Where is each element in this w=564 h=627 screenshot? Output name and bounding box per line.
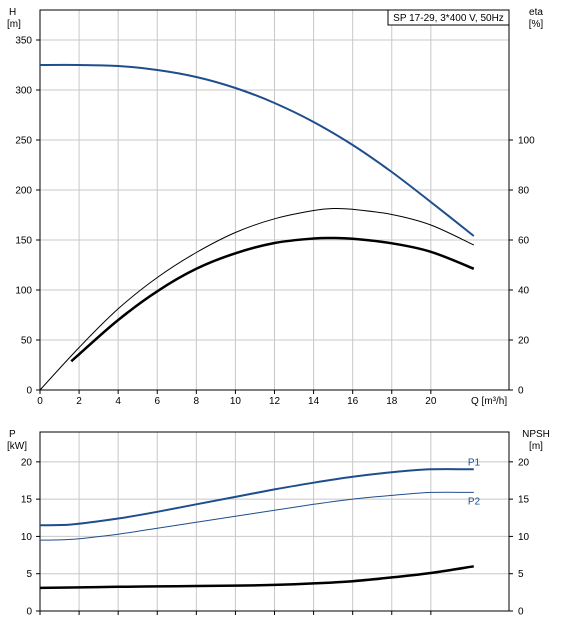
y-left-axis-unit: [kW] [7,441,27,452]
x-tick-label: 12 [269,396,281,407]
x-tick-label: 20 [425,396,437,407]
x-axis-label: Q [m³/h] [471,396,507,407]
y-right-tick-label: 15 [518,495,530,506]
y-left-tick-label: 200 [15,186,32,197]
y-right-tick-label: 10 [518,532,530,543]
series-line-2 [39,207,475,391]
y-left-axis-label: P [9,429,16,440]
title-frame [387,9,510,26]
chart-title: SP 17-29, 3*400 V, 50Hz [393,13,504,24]
y-left-axis-label: H [9,7,16,18]
series-line-3 [70,236,475,363]
head-efficiency-chart: 050100150200250300350020406080100H[m]eta… [7,7,543,407]
y-left-tick-label: 10 [21,532,33,543]
x-tick-label: 8 [194,396,200,407]
y-left-tick-label: 0 [26,607,32,618]
y-right-tick-label: 0 [518,386,524,397]
power-npsh-chart: 0 5 10 15 20 0 5 10 15 20 P[kW] NPSH[m] P1 P2 [7,429,550,618]
y-left-tick-label: 0 [26,386,32,397]
y-left-tick-label: 20 [21,457,33,468]
y-right-tick-label: 20 [518,336,530,347]
x-tick-label: 10 [230,396,242,407]
y-right-axis-label: eta [529,7,543,18]
y-right-tick-label: 60 [518,236,530,247]
series-label-p2: P2 [468,496,481,507]
series-line-2 [39,491,474,541]
y-right-tick-label: 20 [518,457,530,468]
y-left-tick-label: 300 [15,86,32,97]
y-left-tick-label: 150 [15,236,32,247]
y-right-tick-label: 40 [518,286,530,297]
x-tick-label: 14 [308,396,320,407]
series-line-1 [39,468,474,527]
y-right-tick-label: 80 [518,186,530,197]
x-tick-label: 6 [154,396,160,407]
y-left-tick-label: 250 [15,136,32,147]
x-tick-label: 4 [115,396,121,407]
x-tick-label: 2 [76,396,82,407]
y-right-tick-label: 5 [518,569,524,580]
x-tick-label: 16 [347,396,359,407]
y-right-axis-label: NPSH [522,429,550,440]
title-box: SP 17-29, 3*400 V, 50Hz [387,9,510,26]
y-left-tick-label: 350 [15,36,32,47]
y-left-axis-unit: [m] [7,19,21,30]
y-right-tick-label: 100 [518,136,535,147]
x-tick-label: 18 [386,396,398,407]
y-left-tick-label: 15 [21,495,33,506]
series-line-3 [39,565,474,590]
x-tick-label: 0 [37,396,43,407]
y-right-axis-unit: [%] [529,19,544,30]
y-left-tick-label: 5 [26,569,32,580]
y-left-tick-label: 100 [15,286,32,297]
y-left-tick-label: 50 [21,336,33,347]
y-right-tick-label: 0 [518,607,524,618]
series-line-1 [39,63,475,237]
y-right-axis-unit: [m] [529,441,543,452]
series-label-p1: P1 [468,457,481,468]
